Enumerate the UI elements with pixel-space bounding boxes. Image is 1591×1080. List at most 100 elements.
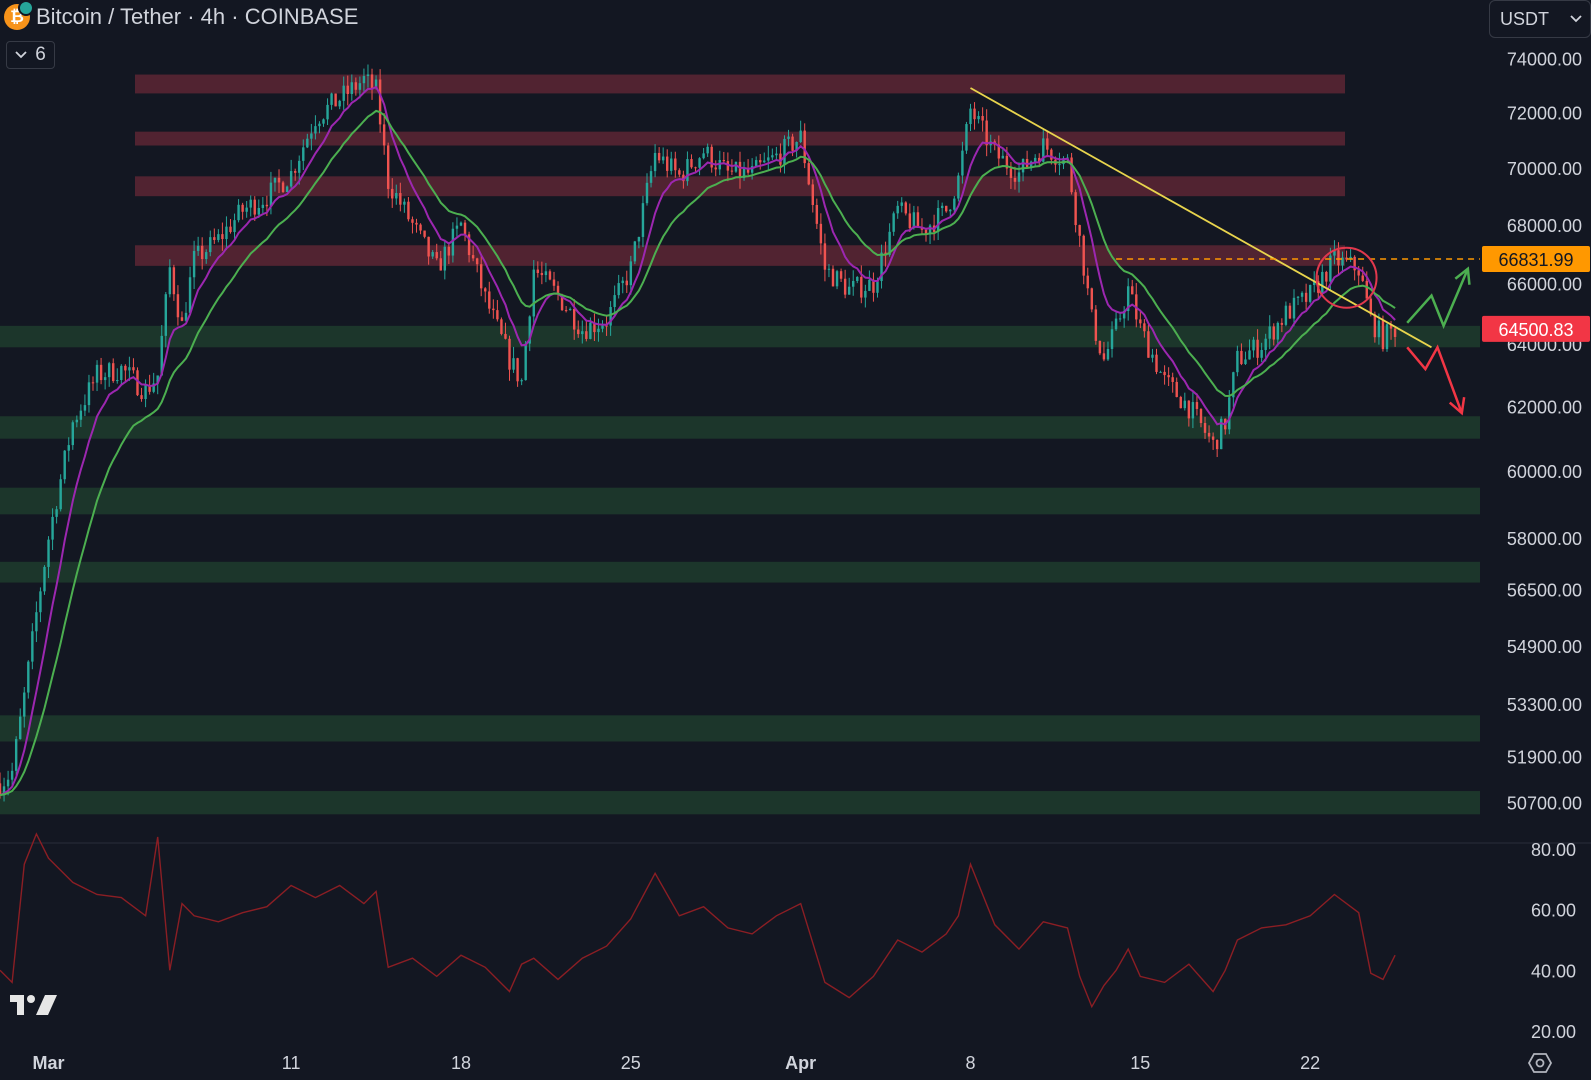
candle-body [23,692,26,717]
candle-body [277,177,281,183]
currency-label: USDT [1500,8,1549,29]
candle-body [1183,400,1187,409]
candle-body [936,208,940,232]
candle-body [99,364,103,381]
indicators-toggle-button[interactable]: 6 [6,41,55,69]
candle-body [411,219,414,223]
candle-body [767,157,770,161]
candle-body [799,130,802,143]
candle-body [451,228,455,256]
support-zone [0,715,1480,742]
time-tick-label: 18 [451,1053,471,1073]
candle-body [900,202,903,206]
candle-body [391,188,394,199]
candle-body [306,138,309,148]
time-tick-label: Mar [33,1053,65,1073]
candle-body [710,146,713,168]
candle-body [1260,350,1263,358]
price-labels: 66831.99 64500.83 [1482,246,1590,342]
candle-body [6,779,10,787]
candle-body [160,335,163,376]
candle-body [1292,297,1296,319]
candle-body [120,365,123,381]
exchange-badge-icon [18,0,34,16]
candle-body [831,268,835,287]
candle-body [1248,350,1251,360]
candle-body [213,237,216,240]
candle-body [1385,324,1389,350]
candle-body [128,367,131,371]
candle-body [407,201,410,220]
candle-body [750,166,754,173]
candle-body [188,277,192,313]
candle-body [876,281,879,293]
candle-body [1042,138,1045,162]
candle-body [1211,436,1215,440]
candle-body [556,285,560,295]
candle-body [1050,149,1053,160]
candle-body [621,280,624,284]
price-tick-label: 58000.00 [1507,529,1582,549]
candle-body [330,93,333,105]
candle-body [298,160,301,173]
candle-body [484,288,487,292]
candle-body [196,245,200,251]
candle-body [1361,275,1364,281]
candle-body [10,770,14,780]
candle-body [342,85,345,101]
candle-body [455,225,459,229]
candle-body [1264,338,1267,351]
time-tick-label: Apr [785,1053,816,1073]
candle-body [35,612,38,632]
price-tick-label: 60000.00 [1507,462,1582,482]
candle-body [977,116,980,120]
chart-settings-icon[interactable] [1527,1050,1553,1076]
candle-body [1001,155,1005,159]
candle-body [920,227,924,230]
currency-select[interactable]: USDT [1489,0,1591,38]
time-tick-label: 15 [1130,1053,1150,1073]
candle-body [1139,319,1142,324]
candle-body [496,310,499,320]
candle-body [1126,286,1130,311]
candle-body [969,108,972,125]
candle-body [581,331,584,335]
chart-title: ₿ Bitcoin / Tether · 4h · COINBASE [4,0,358,30]
candle-body [657,152,661,161]
candle-body [746,168,750,173]
candle-body [1219,418,1223,450]
candle-body [382,124,386,146]
candle-body [249,199,252,208]
candle-body [289,171,293,187]
candle-body [961,150,964,176]
candle-body [386,145,390,189]
candle-body [1171,377,1174,382]
candle-body [0,783,2,796]
candle-body [645,182,649,204]
candle-body [904,202,908,214]
resistance-zone [135,131,1345,146]
candle-body [79,410,83,420]
candle-body [492,308,495,311]
candle-body [475,258,479,265]
candle-body [613,295,616,307]
candle-body [940,205,944,209]
candle-body [87,382,91,406]
price-label-box [1482,246,1590,273]
candle-body [479,264,483,289]
candle-body [686,159,689,182]
candle-body [738,161,742,179]
price-label-text: 64500.83 [1498,320,1573,340]
candle-body [83,405,87,411]
candle-body [1086,275,1089,289]
time-axis[interactable]: Mar 11 18 25 Apr 8 15 22 [33,1053,1321,1073]
price-axis[interactable]: 74000.00 72000.00 70000.00 68000.00 66000.00… [1507,50,1582,814]
candle-body [1195,402,1199,409]
drawings-layer [970,87,1480,416]
candle-body [140,395,143,400]
bearish-scenario-arrow [1406,344,1463,414]
candle-body [1090,288,1094,310]
bearish-scenario-arrow-head [1448,397,1466,416]
candle-body [209,237,212,253]
